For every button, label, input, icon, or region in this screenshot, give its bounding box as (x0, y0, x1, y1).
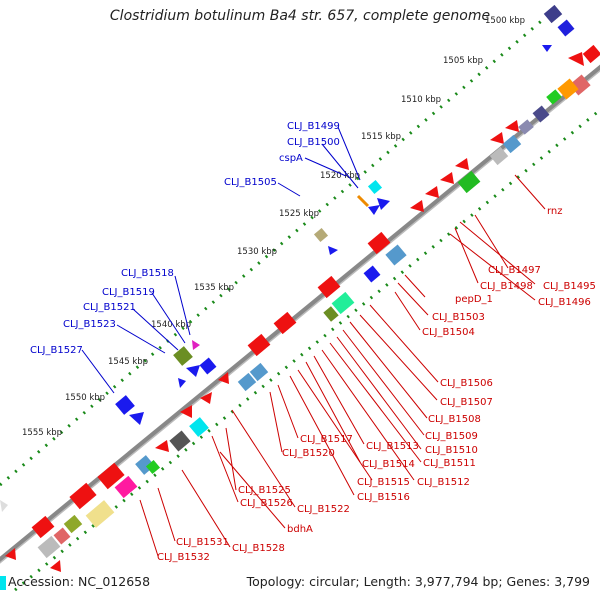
gene-label-CLJ_B1526: CLJ_B1526 (240, 498, 293, 509)
gene-label-bdhA: bdhA (287, 524, 313, 535)
gene-label-CLJ_B1513: CLJ_B1513 (366, 441, 419, 452)
inner-tick-track (14, 108, 600, 592)
gene-label-CLJ_B1498: CLJ_B1498 (480, 281, 533, 292)
tick-label-1505: 1505 kbp (443, 56, 483, 66)
gene-label-rnz: rnz (547, 206, 563, 217)
tick-label-1525: 1525 kbp (279, 209, 319, 219)
gene-label-CLJ_B1519: CLJ_B1519 (102, 287, 155, 298)
gene-label-CLJ_B1497: CLJ_B1497 (488, 265, 541, 276)
tick-label-1540: 1540 kbp (151, 320, 191, 330)
gene-label-CLJ_B1525: CLJ_B1525 (238, 485, 291, 496)
gene-label-CLJ_B1531: CLJ_B1531 (176, 537, 229, 548)
forward-label-group: CLJ_B1499 CLJ_B1500 cspA CLJ_B1505 CLJ_B… (30, 121, 340, 356)
tick-label-1545: 1545 kbp (108, 357, 148, 367)
gene-label-CLJ_B1504: CLJ_B1504 (422, 327, 475, 338)
genome-title: Clostridium botulinum Ba4 str. 657, comp… (109, 8, 491, 24)
outer-tick-track (0, 3, 561, 487)
reverse-features (5, 44, 600, 572)
gene-label-CLJ_B1523: CLJ_B1523 (63, 319, 116, 330)
reverse-label-group: rnz CLJ_B1497 CLJ_B1495 CLJ_B1498 CLJ_B1… (157, 206, 596, 563)
gene-label-CLJ_B1520: CLJ_B1520 (282, 448, 335, 459)
gene-label-pepD_1: pepD_1 (455, 294, 493, 305)
reverse-leaders (139, 174, 546, 557)
tick-label-1500: 1500 kbp (485, 16, 525, 26)
gene-label-CLJ_B1514: CLJ_B1514 (362, 459, 415, 470)
tick-label-1550: 1550 kbp (65, 393, 105, 403)
tick-label-1510: 1510 kbp (401, 95, 441, 105)
gene-label-CLJ_B1511: CLJ_B1511 (423, 458, 476, 469)
gene-label-CLJ_B1499: CLJ_B1499 (287, 121, 340, 132)
gene-label-CLJ_B1509: CLJ_B1509 (425, 431, 478, 442)
gene-label-CLJ_B1527: CLJ_B1527 (30, 345, 83, 356)
gene-label-CLJ_B1503: CLJ_B1503 (432, 312, 485, 323)
gene-label-CLJ_B1528: CLJ_B1528 (232, 543, 285, 554)
gene-label-CLJ_B1500: CLJ_B1500 (287, 137, 340, 148)
gene-label-CLJ_B1496: CLJ_B1496 (538, 297, 591, 308)
gene-label-CLJ_B1517: CLJ_B1517 (300, 434, 353, 445)
gene-label-CLJ_B1507: CLJ_B1507 (440, 397, 493, 408)
gene-label-CLJ_B1518: CLJ_B1518 (121, 268, 174, 279)
gene-label-CLJ_B1521: CLJ_B1521 (83, 302, 136, 313)
gene-label-CLJ_B1495: CLJ_B1495 (543, 281, 596, 292)
gene-label-cspA: cspA (279, 153, 303, 164)
tick-label-1520: 1520 kbp (320, 171, 360, 181)
gene-label-CLJ_B1515: CLJ_B1515 (357, 477, 410, 488)
accession-swatch (0, 576, 6, 590)
gene-label-CLJ_B1505: CLJ_B1505 (224, 177, 277, 188)
gene-label-CLJ_B1510: CLJ_B1510 (425, 445, 478, 456)
forward-features (0, 4, 575, 512)
genome-summary: Topology: circular; Length: 3,977,794 bp… (246, 574, 590, 589)
tick-label-1555: 1555 kbp (22, 428, 62, 438)
tick-label-1515: 1515 kbp (361, 132, 401, 142)
gene-label-CLJ_B1506: CLJ_B1506 (440, 378, 493, 389)
gene-label-CLJ_B1532: CLJ_B1532 (157, 552, 210, 563)
gene-label-CLJ_B1508: CLJ_B1508 (428, 414, 481, 425)
gene-label-CLJ_B1516: CLJ_B1516 (357, 492, 410, 503)
accession-text: Accession: NC_012658 (8, 574, 151, 589)
tick-label-1535: 1535 kbp (194, 283, 234, 293)
gene-label-CLJ_B1512: CLJ_B1512 (417, 477, 470, 488)
gene-label-CLJ_B1522: CLJ_B1522 (297, 504, 350, 515)
tick-label-1530: 1530 kbp (237, 247, 277, 257)
forward-leaders (81, 126, 361, 394)
